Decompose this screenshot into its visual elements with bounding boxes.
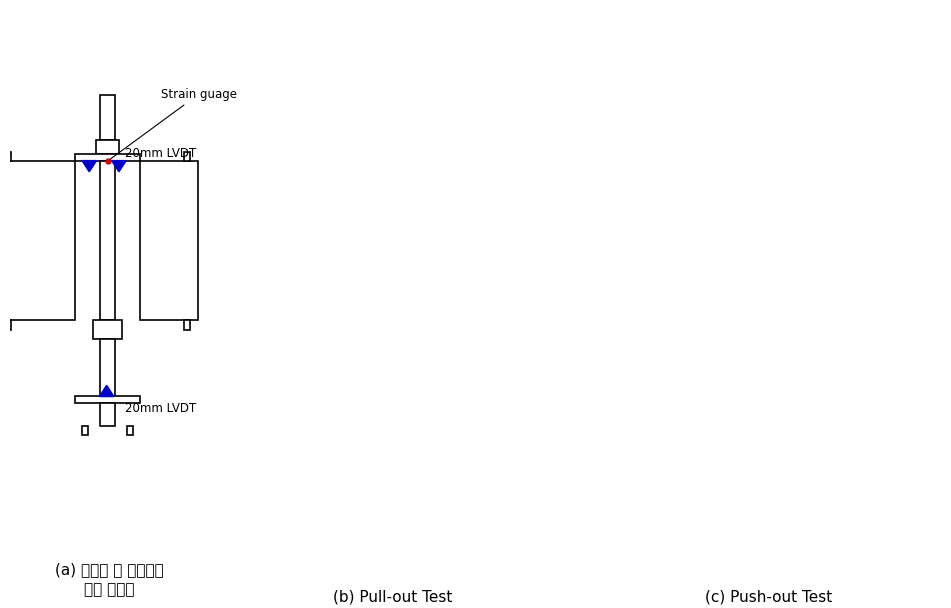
Bar: [184, 320, 190, 330]
Text: Strain guage: Strain guage: [110, 88, 237, 159]
Bar: [184, 152, 190, 161]
Text: (a) 변위계 및 변형률계: (a) 변위계 및 변형률계: [55, 562, 164, 578]
Text: 설치 개념도: 설치 개념도: [84, 582, 135, 597]
Bar: [100, 95, 115, 140]
Bar: [75, 396, 141, 403]
Bar: [100, 161, 115, 320]
Bar: [100, 403, 115, 426]
Text: (c) Push-out Test: (c) Push-out Test: [705, 590, 832, 605]
Bar: [82, 426, 88, 435]
Polygon shape: [99, 385, 114, 396]
Bar: [96, 140, 119, 154]
Bar: [141, 161, 198, 320]
Bar: [100, 339, 115, 396]
Bar: [93, 320, 122, 339]
Bar: [127, 426, 133, 435]
Text: (b) Pull-out Test: (b) Pull-out Test: [333, 590, 453, 605]
Bar: [5, 152, 10, 161]
Bar: [0, 161, 75, 320]
Bar: [5, 320, 10, 330]
Polygon shape: [111, 161, 126, 172]
Polygon shape: [82, 161, 97, 172]
Text: 20mm LVDT: 20mm LVDT: [125, 402, 196, 415]
Text: 20mm LVDT: 20mm LVDT: [125, 147, 196, 161]
Bar: [75, 154, 141, 161]
